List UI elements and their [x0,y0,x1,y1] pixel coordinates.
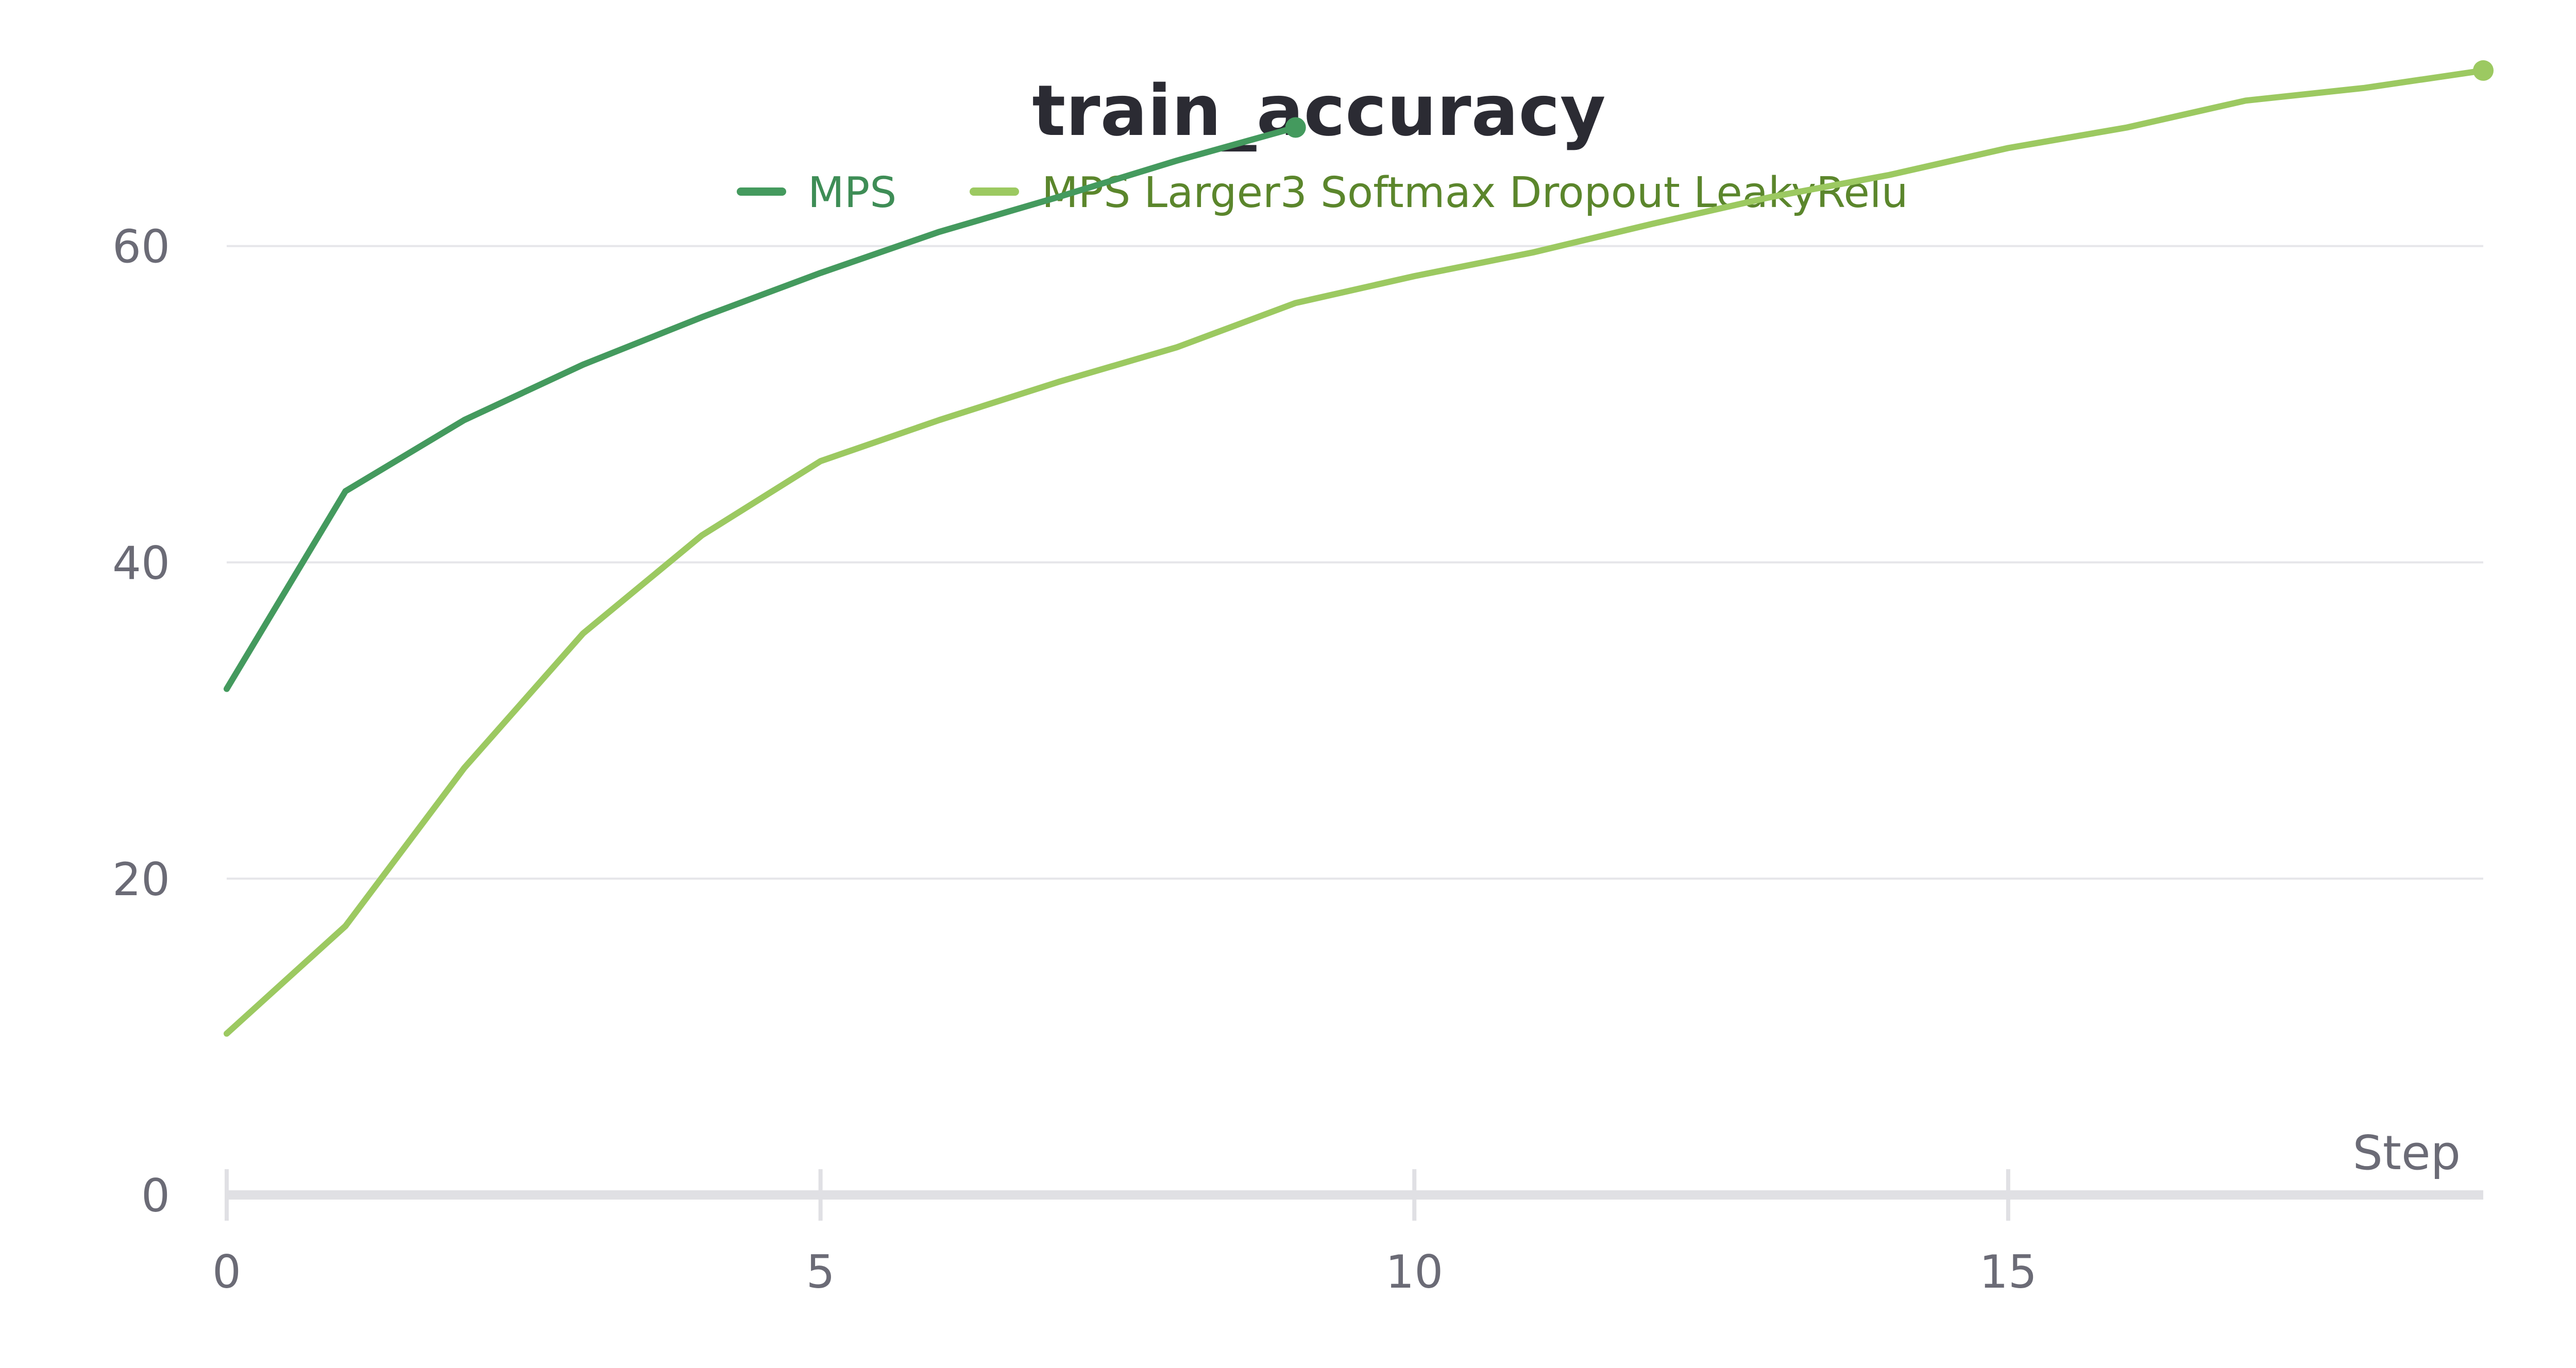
y-axis: 0 20 40 60 [112,220,170,1222]
plot-area [224,60,2494,1037]
x-tick-label: 15 [1979,1245,2037,1298]
y-tick-label: 20 [112,853,170,906]
legend: MPS MPS Larger3 Softmax Dropout LeakyRelu [737,168,1908,217]
y-tick-label: 40 [112,537,170,590]
legend-label: MPS [808,168,896,217]
series-end-point-1 [1285,117,1306,138]
y-tick-label: 60 [112,220,170,273]
chart-title: train_accuracy [1032,71,1605,152]
series-line-2 [224,67,2486,1037]
x-axis: 0 5 10 15 [212,1169,2483,1298]
x-tick-label: 10 [1385,1245,1443,1298]
x-tick-label: 5 [806,1245,835,1298]
series-end-point-2 [2473,60,2494,81]
y-tick-label: 0 [141,1169,170,1222]
x-axis-label: Step [2353,1125,2461,1181]
series-line-1 [224,124,1299,692]
legend-label: MPS Larger3 Softmax Dropout LeakyRelu [1042,168,1908,217]
grid-lines [227,245,2483,880]
x-tick-label: 0 [212,1245,241,1298]
